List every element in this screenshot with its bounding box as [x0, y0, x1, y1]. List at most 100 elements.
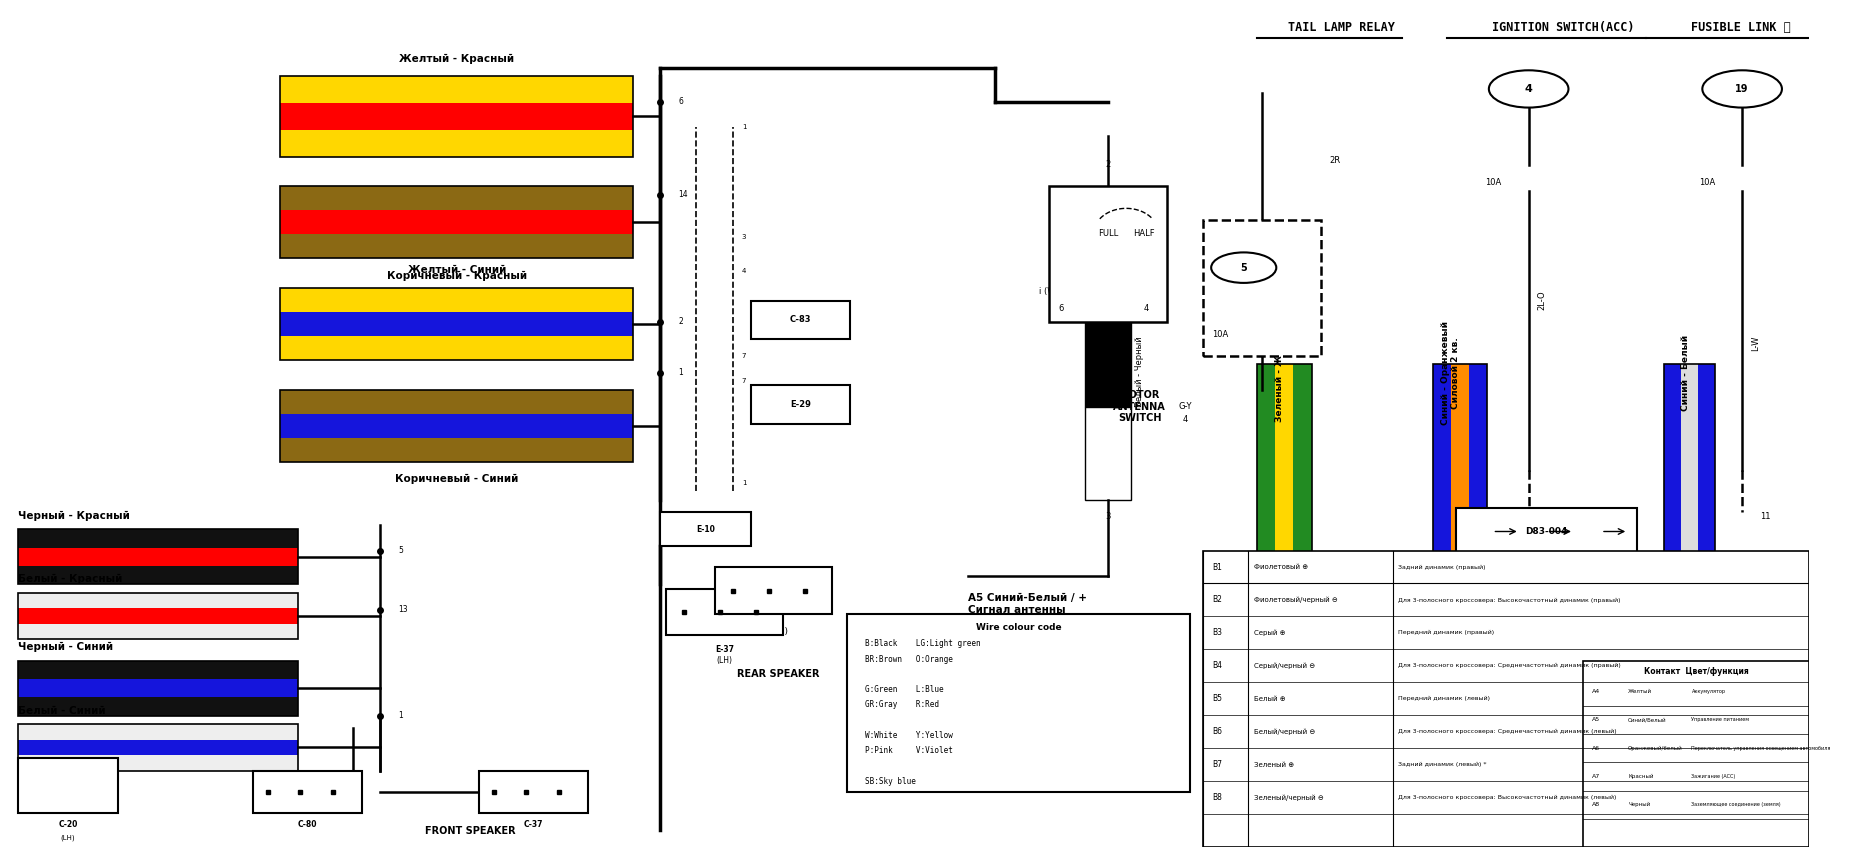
Text: Белый ⊕: Белый ⊕ [1254, 695, 1286, 702]
Bar [19, 624, 299, 639]
Bar [1456, 508, 1638, 555]
Bar [19, 756, 299, 771]
Text: Зажигание (ACC): Зажигание (ACC) [1692, 774, 1736, 779]
Text: G:Green    L:Blue: G:Green L:Blue [864, 685, 944, 695]
Text: Белый/черный ⊖: Белый/черный ⊖ [1254, 728, 1315, 735]
Text: 7: 7 [742, 352, 746, 359]
Text: А4 Желтый / Силовой +
Память магнитолы: А4 Желтый / Силовой + Память магнитолы [1302, 762, 1447, 784]
Text: 1: 1 [399, 711, 403, 720]
Text: 5: 5 [399, 546, 403, 555]
Bar [280, 312, 633, 336]
Text: Оранжевый/белый: Оранжевый/белый [1629, 745, 1682, 750]
Text: P:Pink     V:Violet: P:Pink V:Violet [864, 746, 953, 756]
Text: Белый - Синий: Белый - Синий [19, 706, 106, 716]
Text: Управление питанием: Управление питанием [1692, 717, 1749, 722]
Bar [1204, 551, 1809, 847]
Text: Фиолетовый ⊕: Фиолетовый ⊕ [1254, 564, 1308, 570]
Bar [1432, 364, 1451, 661]
Text: A7: A7 [1592, 774, 1601, 779]
Text: Аккумулятор: Аккумулятор [1692, 689, 1725, 695]
Bar [1293, 364, 1311, 661]
Text: Задний динамик (правый): Задний динамик (правый) [1399, 564, 1486, 569]
Text: FUSIBLE LINK ④: FUSIBLE LINK ④ [1692, 21, 1792, 34]
Text: E-37: E-37 [714, 645, 735, 655]
Text: C-20: C-20 [58, 820, 78, 829]
Text: A5 Синий-Белый / +
Сигнал антенны: A5 Синий-Белый / + Сигнал антенны [968, 593, 1087, 615]
Text: 14: 14 [679, 191, 688, 199]
Text: 2R: 2R [1330, 157, 1341, 165]
Text: B5: B5 [1211, 695, 1222, 703]
Bar [1681, 364, 1697, 661]
Text: Для 3-полосного кроссовера: Высокочастотный динамик (правый): Для 3-полосного кроссовера: Высокочастот… [1399, 597, 1621, 602]
Bar [19, 661, 299, 716]
Text: 4: 4 [1182, 415, 1187, 424]
Text: А7 Красный / +
Сигнал запуска: А7 Красный / + Сигнал запуска [1339, 690, 1432, 712]
Bar [479, 771, 588, 813]
Bar [19, 739, 299, 756]
Text: W:White    Y:Yellow: W:White Y:Yellow [864, 731, 953, 740]
Text: 2: 2 [742, 530, 746, 537]
Text: SB:Sky blue: SB:Sky blue [864, 777, 916, 786]
Bar [19, 724, 299, 771]
Bar [280, 210, 633, 235]
Text: Заземляющее соединение (земля): Заземляющее соединение (земля) [1692, 802, 1781, 807]
Text: E-10: E-10 [696, 525, 714, 534]
Text: FULL: FULL [1098, 230, 1119, 238]
Text: Серый/черный ⊖: Серый/черный ⊖ [1254, 662, 1315, 669]
Bar [280, 438, 633, 462]
Bar [751, 301, 850, 339]
Text: А6 Оранжевый-Белый / +
Управлени подсветкой: А6 Оранжевый-Белый / + Управлени подсвет… [1239, 597, 1393, 619]
Text: Желтый - Красный: Желтый - Красный [399, 53, 514, 64]
Text: Зеленый ⊕: Зеленый ⊕ [1254, 761, 1293, 767]
Bar [19, 548, 299, 566]
Text: A5: A5 [1592, 717, 1601, 722]
Bar [1276, 364, 1293, 661]
Text: Синий - Оранжевый
Силовой 2 кв.: Синий - Оранжевый Силовой 2 кв. [1441, 321, 1460, 424]
Text: TAIL LAMP RELAY: TAIL LAMP RELAY [1287, 21, 1395, 34]
Bar [280, 390, 633, 462]
Bar [280, 130, 633, 157]
Text: 10: 10 [1547, 512, 1556, 522]
Bar [660, 512, 751, 546]
Bar [280, 235, 633, 258]
Bar [1258, 364, 1276, 661]
Bar [1469, 364, 1488, 661]
Text: B8: B8 [1211, 793, 1222, 802]
Text: 19: 19 [1736, 84, 1749, 94]
Text: A6: A6 [1592, 745, 1601, 750]
Text: 1: 1 [742, 479, 746, 486]
Text: 7: 7 [742, 378, 746, 385]
Text: Черный - Красный: Черный - Красный [19, 511, 130, 521]
Text: B7: B7 [1211, 760, 1222, 769]
Text: 3: 3 [1106, 512, 1111, 522]
Bar [280, 186, 633, 258]
Text: FRONT SPEAKER: FRONT SPEAKER [425, 826, 516, 836]
Text: 3: 3 [742, 234, 746, 241]
Text: B:Black    LG:Light green: B:Black LG:Light green [864, 639, 979, 649]
Bar [751, 385, 850, 424]
Text: 11: 11 [1760, 512, 1772, 522]
Text: Задний динамик (левый) *: Задний динамик (левый) * [1399, 762, 1488, 767]
Text: Wire colour code: Wire colour code [976, 623, 1061, 632]
Text: C-83: C-83 [790, 315, 811, 324]
Text: 13: 13 [399, 606, 408, 614]
Bar [280, 76, 633, 103]
Text: 2: 2 [679, 318, 683, 326]
Text: GR:Gray    R:Red: GR:Gray R:Red [864, 700, 939, 710]
Text: Коричневый - Синий: Коричневый - Синий [395, 474, 519, 484]
Text: Для 3-полосного кроссовера: Среднечастотный динамик (правый): Для 3-полосного кроссовера: Среднечастот… [1399, 663, 1621, 668]
Text: Для 3-полосного кроссовера: Среднечастотный динамик (левый): Для 3-полосного кроссовера: Среднечастот… [1399, 729, 1618, 734]
Bar [19, 724, 299, 739]
Bar [19, 608, 299, 624]
Text: (RH): (RH) [768, 627, 788, 636]
Text: A8: A8 [1592, 802, 1601, 807]
Bar [1664, 364, 1681, 661]
Bar [280, 186, 633, 210]
Text: Синий/Белый: Синий/Белый [1629, 717, 1668, 722]
Text: Желтый - Синий: Желтый - Синий [408, 265, 506, 275]
Text: E-29: E-29 [790, 400, 811, 409]
Text: 4: 4 [1143, 304, 1148, 313]
Text: 4: 4 [742, 268, 746, 274]
Text: 6: 6 [1059, 304, 1063, 313]
Bar [1050, 186, 1167, 322]
